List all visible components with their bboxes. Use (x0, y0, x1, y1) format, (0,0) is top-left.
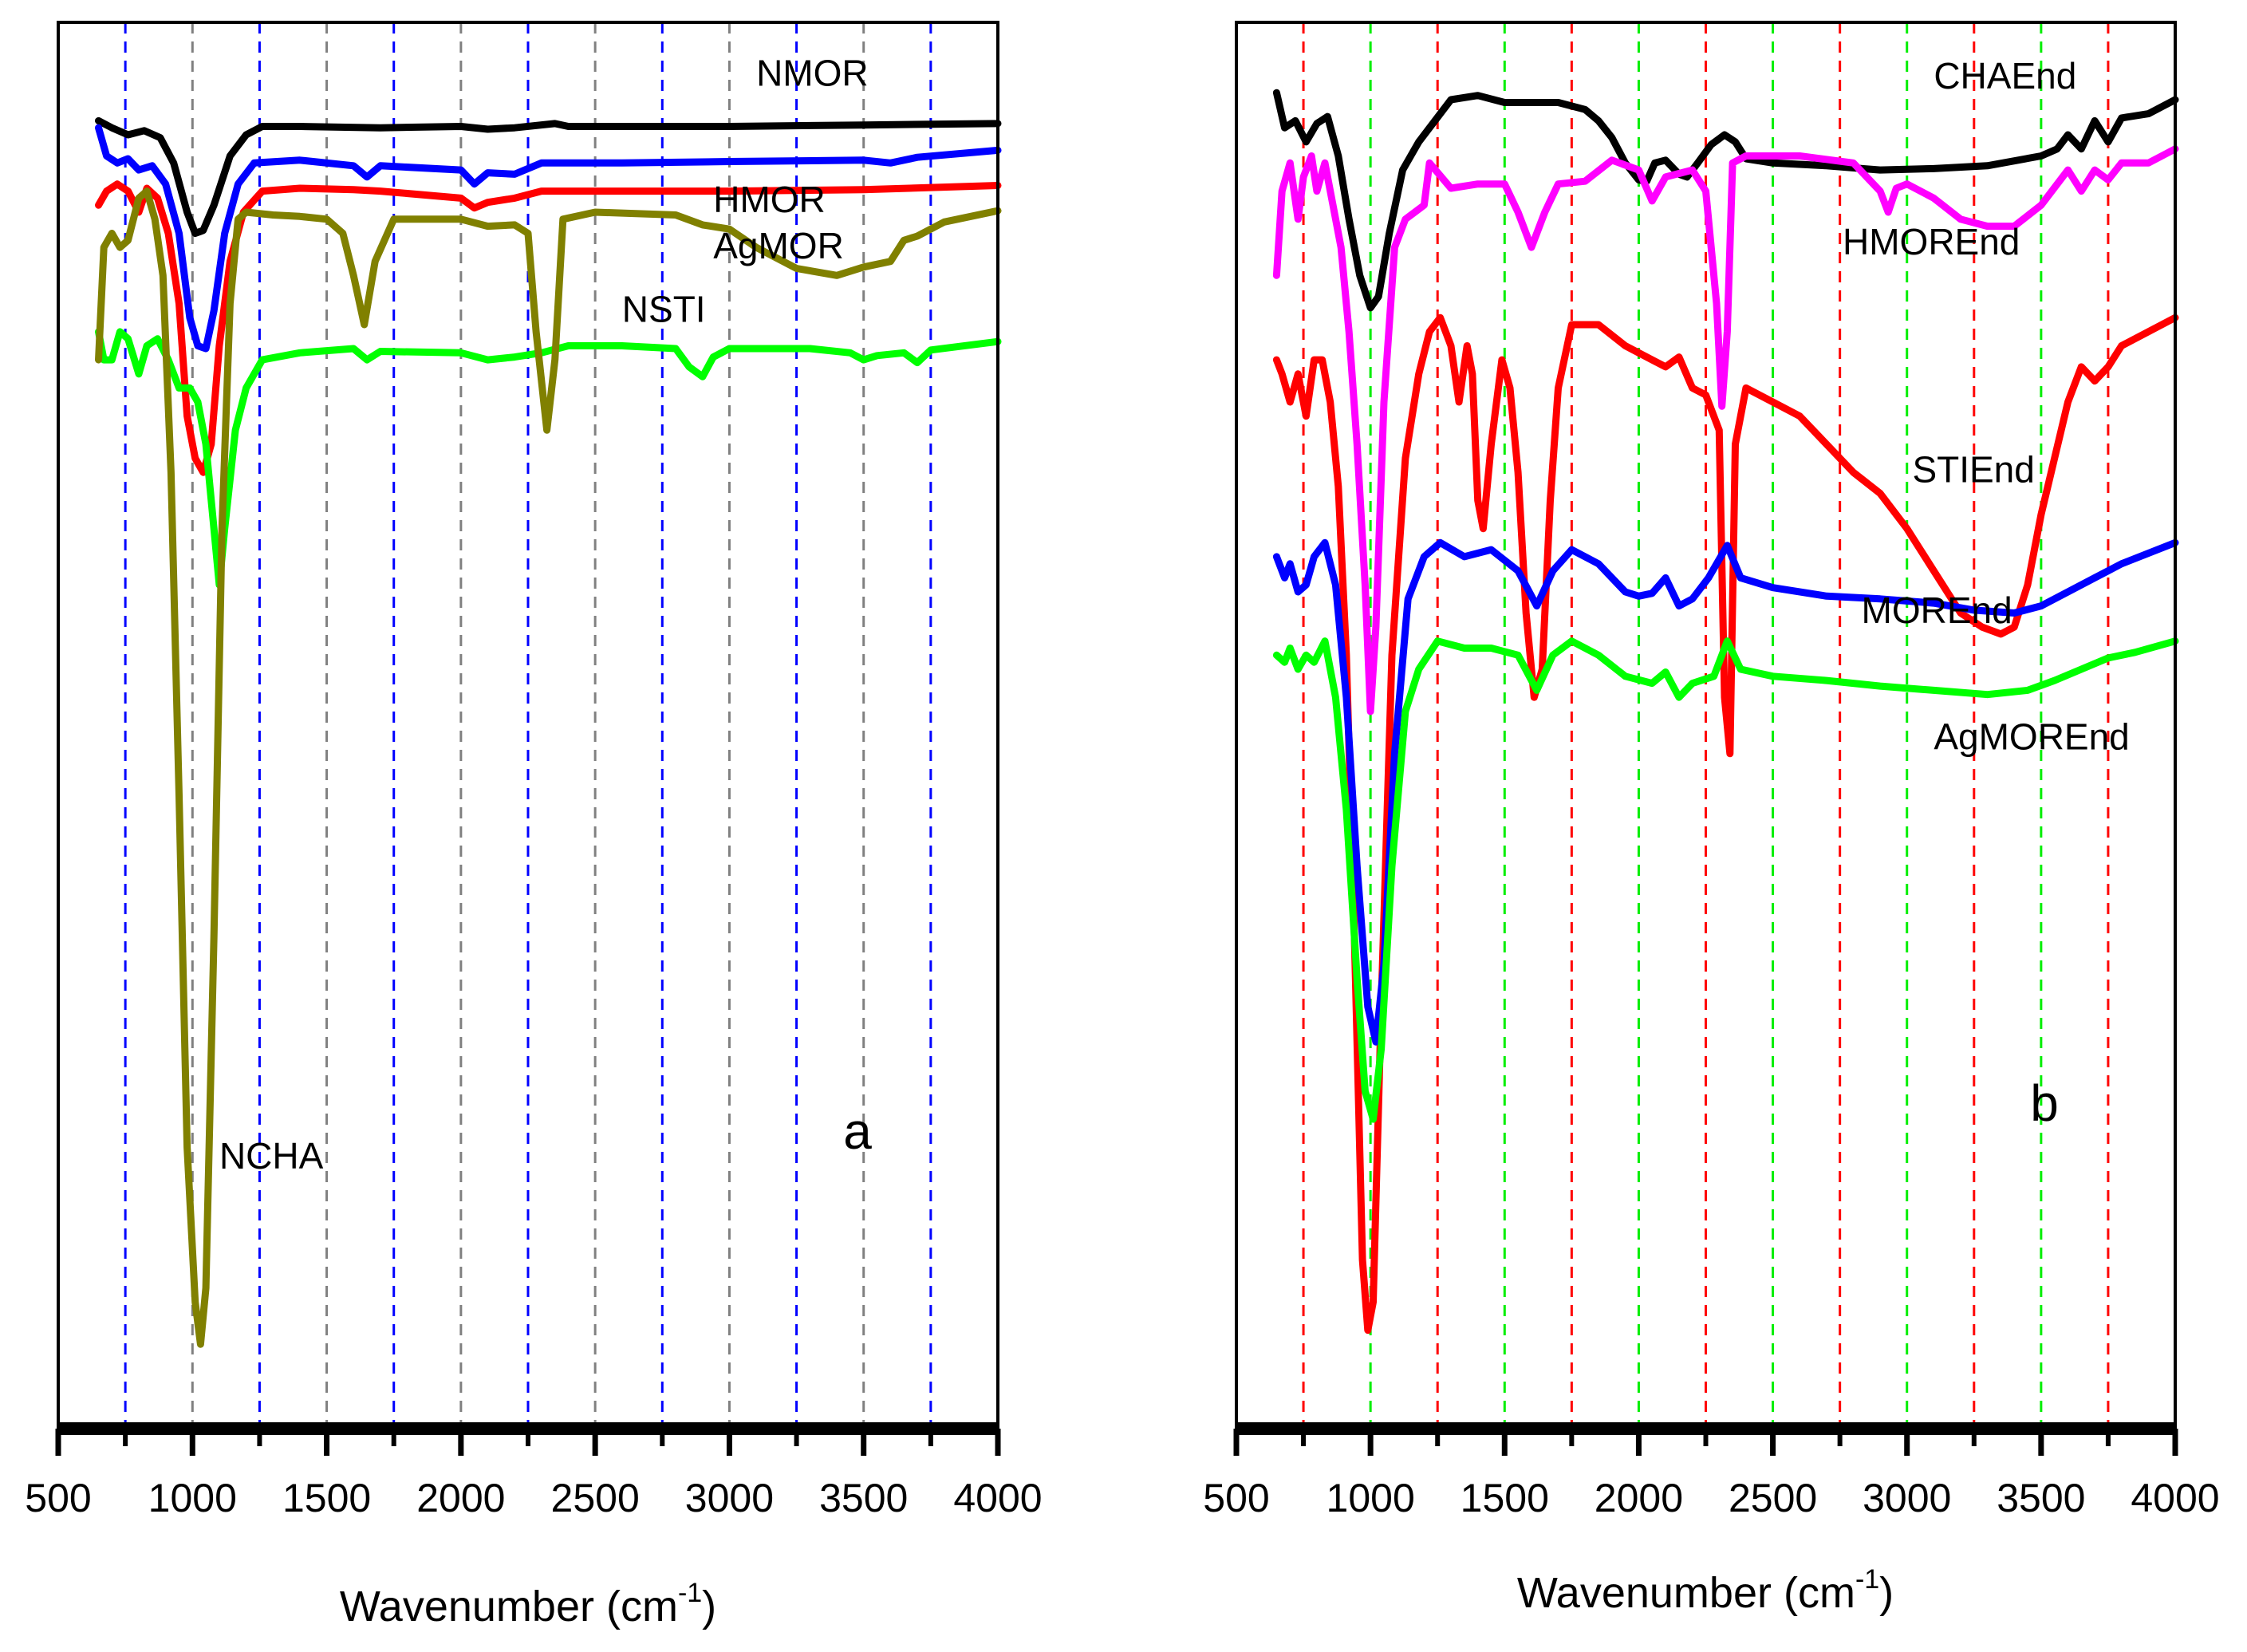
panel-b: 500 1000 1500 2000 2500 3000 3500 4000 CHAEnd HM… (1203, 21, 2220, 1617)
panel-b-grid (1302, 22, 2110, 1429)
series-line-morend (1272, 538, 2179, 1046)
series-label-agmor: AgMOR (713, 225, 844, 266)
panel-b-labels: CHAEnd HMOREnd STIEnd MOREnd AgMOREnd (1843, 55, 2130, 758)
panel-b-series (1272, 89, 2179, 1335)
panel-b-xtick-label-1500: 1500 (1461, 1476, 1549, 1520)
panel-a-xtick-label-1500: 1500 (282, 1476, 371, 1520)
panel-b-xtick-label-2000: 2000 (1595, 1476, 1683, 1520)
series-line-hmorend (1272, 145, 2179, 716)
panel-b-letter: b (2030, 1074, 2059, 1132)
series-line-stiend (1272, 313, 2179, 1335)
panel-b-xtick-label-3500: 3500 (1997, 1476, 2085, 1520)
panel-a-xtick-label-3500: 3500 (819, 1476, 908, 1520)
series-label-hmorend: HMOREnd (1843, 221, 2020, 262)
series-label-nsti: NSTI (622, 289, 706, 330)
series-label-nmor: NMOR (756, 52, 869, 93)
panel-a-xtick-label-2000: 2000 (416, 1476, 505, 1520)
panel-a-xtick-label-3000: 3000 (685, 1476, 774, 1520)
panel-b-x-axis-title: Wavenumber (cm-1) (1517, 1564, 1894, 1617)
series-line-hmor (95, 124, 1002, 353)
panel-a-letter: a (843, 1102, 872, 1160)
panel-a-xtick-label-500: 500 (25, 1476, 91, 1520)
series-line-nsti (95, 328, 1002, 589)
panel-a-xtick-label-2500: 2500 (551, 1476, 640, 1520)
panel-a-series (95, 116, 1002, 1348)
series-label-stiend: STIEnd (1912, 449, 2034, 491)
series-label-ncha: NCHA (219, 1135, 324, 1177)
panel-a: 500 1000 1500 2000 2500 3000 3500 4000 NMOR HMOR… (25, 21, 1043, 1630)
panel-a-xtick-label-1000: 1000 (148, 1476, 237, 1520)
series-label-agmorend: AgMOREnd (1934, 716, 2129, 757)
panel-b-xtick-label-3000: 3000 (1863, 1476, 1951, 1520)
panel-b-xtick-label-1000: 1000 (1327, 1476, 1415, 1520)
series-line-nmor (95, 116, 1002, 237)
panel-b-xtick-label-500: 500 (1203, 1476, 1269, 1520)
series-line-chaend (1272, 89, 2179, 312)
series-label-morend: MOREnd (1862, 589, 2012, 631)
panel-a-xtick-label-4000: 4000 (953, 1476, 1042, 1520)
panel-b-xtick-label-2500: 2500 (1729, 1476, 1817, 1520)
panel-b-xtick-label-4000: 4000 (2131, 1476, 2219, 1520)
panel-a-x-axis-title: Wavenumber (cm-1) (340, 1578, 716, 1630)
series-line-agmorend (1272, 637, 2179, 1123)
panel-a-ticks: 500 1000 1500 2000 2500 3000 3500 4000 (25, 1422, 1043, 1520)
panel-b-ticks: 500 1000 1500 2000 2500 3000 3500 4000 (1203, 1422, 2220, 1520)
series-line-ncha (95, 187, 1002, 1348)
series-label-chaend: CHAEnd (1934, 55, 2076, 97)
series-label-hmor: HMOR (713, 179, 826, 220)
